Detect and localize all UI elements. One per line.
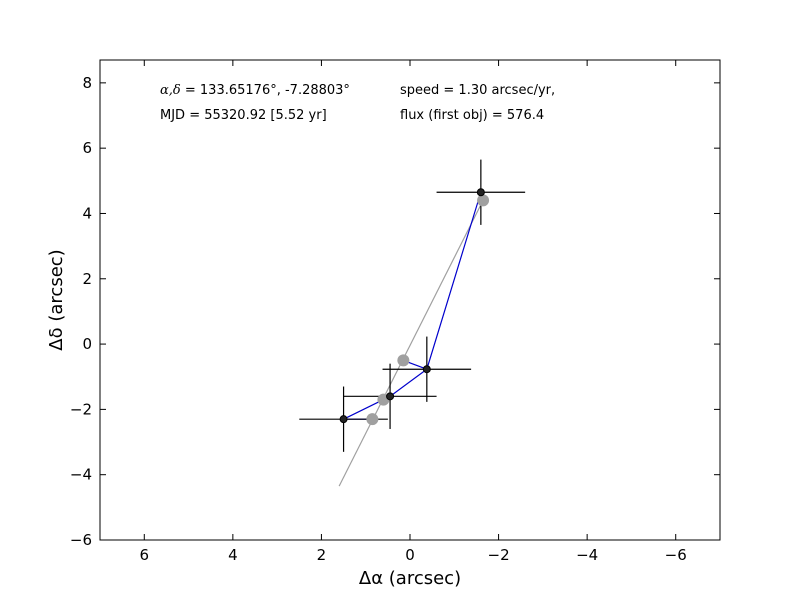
y-tick-label: 4	[82, 204, 92, 222]
x-tick-label: 2	[317, 546, 327, 564]
model-point	[477, 194, 490, 207]
model-point	[366, 413, 379, 426]
chart-lines	[338, 192, 484, 487]
x-tick-label: 4	[228, 546, 238, 564]
axes	[99, 59, 721, 541]
y-tick-label: 6	[82, 139, 92, 157]
observed-track	[343, 192, 482, 420]
annotation-flux: flux (first obj) = 576.4	[400, 108, 545, 123]
x-tick-label: 0	[405, 546, 415, 564]
x-axis-label: Δα (arcsec)	[359, 568, 461, 589]
radec-symbols: α,δ	[160, 83, 181, 98]
observed-point	[386, 392, 395, 401]
observed-point	[339, 415, 348, 424]
error-bars	[299, 159, 526, 452]
x-tick-label: 6	[140, 546, 150, 564]
tick-labels: 6 4 2 0 −2 −4 −6 −6 −4 −2 0 2 4 6 8 Δα (arcsec) Δδ (arcs…	[46, 74, 687, 589]
annotation-radec: α,δ = 133.65176°, -7.28803°	[160, 83, 350, 98]
observed-point	[422, 365, 431, 374]
x-tick-label: −4	[576, 546, 598, 564]
annotation-speed: speed = 1.30 arcsec/yr,	[400, 83, 556, 98]
annotation-mjd: MJD = 55320.92 [5.52 yr]	[160, 108, 327, 123]
observed-points	[339, 188, 485, 424]
radec-value: = 133.65176°, -7.28803°	[184, 83, 350, 98]
y-tick-label: −4	[70, 466, 92, 484]
x-tick-label: −6	[665, 546, 687, 564]
y-tick-label: 0	[82, 335, 92, 353]
fit-line	[338, 200, 484, 487]
y-axis-label: Δδ (arcsec)	[46, 249, 67, 350]
model-point	[397, 354, 410, 367]
x-tick-label: −2	[488, 546, 510, 564]
y-tick-label: 8	[82, 74, 92, 92]
observed-point	[476, 188, 485, 197]
plot-frame	[99, 59, 721, 541]
y-tick-label: −6	[70, 531, 92, 549]
y-tick-label: −2	[70, 400, 92, 418]
y-tick-label: 2	[82, 270, 92, 288]
